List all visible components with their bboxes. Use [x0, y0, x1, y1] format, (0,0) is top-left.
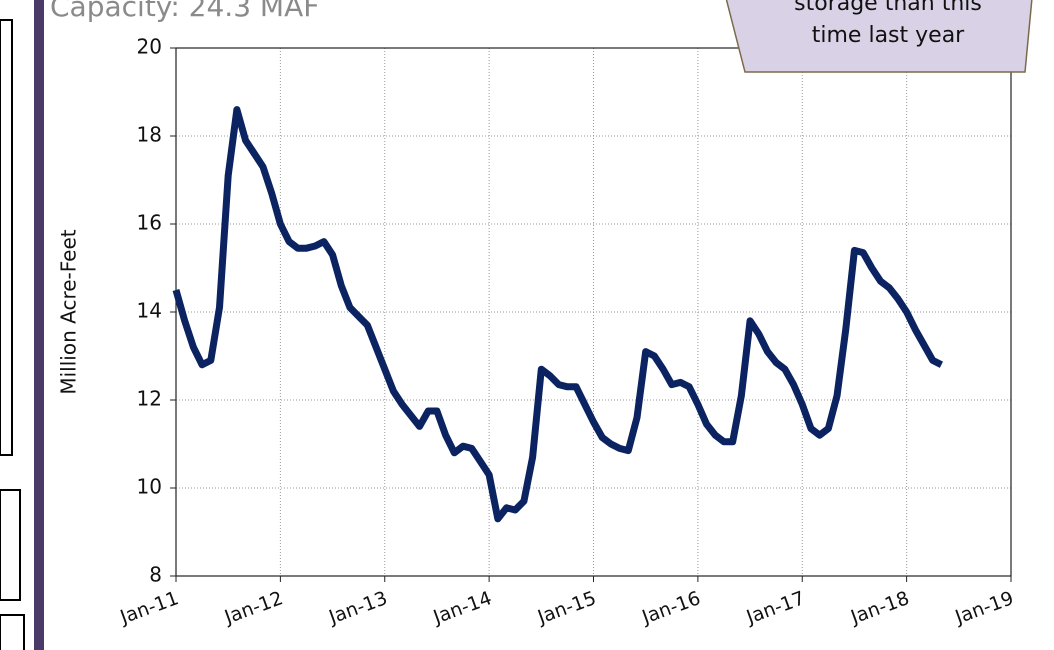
y-tick-label: 8 [149, 563, 162, 587]
y-axis-label: Million Acre-Feet [57, 229, 81, 394]
x-tick-label: Jan-16 [638, 587, 703, 629]
x-tick-label: Jan-17 [743, 587, 808, 629]
chart-title: Capacity: 24.3 MAF [50, 0, 319, 23]
y-tick-label: 20 [137, 35, 162, 59]
x-tick-label: Jan-12 [221, 587, 286, 629]
x-tick-label: Jan-11 [116, 587, 181, 629]
callout-text: time last year [812, 23, 965, 48]
y-tick-label: 10 [137, 475, 162, 499]
x-tick-label: Jan-14 [430, 587, 495, 629]
side-bar [34, 0, 44, 650]
x-tick-label: Jan-15 [534, 587, 599, 629]
y-tick-label: 18 [137, 123, 162, 147]
plot: 8 10 12 14 16 18 20 Jan-11 Jan-12 Jan-13 Jan-14 Jan… [116, 35, 1016, 629]
y-tick-label: 12 [137, 387, 162, 411]
callout [725, 0, 1033, 73]
x-tick-label: Jan-18 [847, 587, 912, 629]
y-tick-label: 16 [137, 211, 162, 235]
side-panel [0, 614, 25, 650]
x-tick-label: Jan-19 [951, 587, 1016, 629]
data-line [172, 106, 943, 523]
callout-text: storage than this [794, 0, 982, 16]
y-tick-label: 14 [137, 299, 162, 323]
x-tick-label: Jan-13 [325, 587, 390, 629]
plot-frame [175, 47, 1012, 577]
side-panel [0, 19, 13, 456]
side-panel [0, 489, 21, 601]
